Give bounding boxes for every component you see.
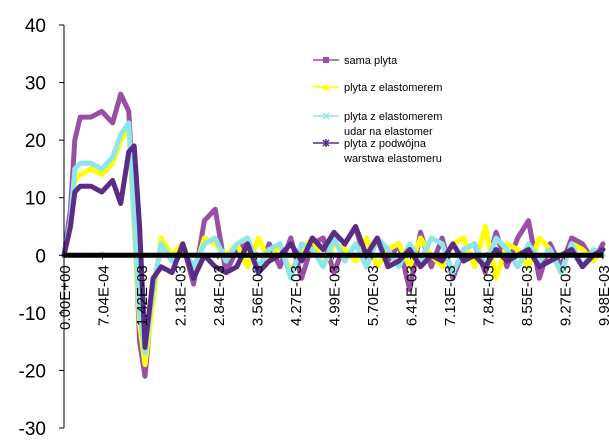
x-tick-label: 1.42E-03 [134,265,151,326]
x-tick-label: 7.04E-04 [96,265,113,326]
x-tick-label: 4.27E-03 [288,265,305,326]
y-tick-label: 30 [25,74,46,95]
x-tick-label: 8.55E-03 [519,265,536,326]
y-tick-label: 10 [25,189,46,210]
legend-label-1: sama plyta [344,55,398,67]
y-tick-label: -30 [19,419,46,440]
y-tick-label: 0 [35,246,46,267]
x-tick-label: 3.56E-03 [250,265,267,326]
legend-marker-2 [322,83,330,90]
x-tick-label: 2.84E-03 [211,265,228,326]
legend-marker-1 [323,57,329,63]
legend-label-3: plyta z elastomerem udar na elastomer [344,111,442,138]
legend-label-4: plyta z podwójna warstwa elastomeru [343,138,442,165]
x-axis: 0.00E+00 7.04E-04 1.42E-03 2.13E-03 2.84E-03… [57,252,609,330]
x-tick-label: 7.84E-03 [481,265,498,326]
y-tick-label: 40 [25,16,46,37]
y-tick-label: -20 [19,361,46,382]
x-tick-label: 6.41E-03 [404,265,421,326]
y-tick-label: 20 [25,131,46,152]
y-tick-label: -10 [19,304,46,325]
legend: sama plyta plyta z elastomerem plyta z ela… [313,55,442,165]
x-tick-label: 5.70E-03 [365,265,382,326]
x-tick-label: 7.13E-03 [442,265,459,326]
x-tick-label: 2.13E-03 [173,265,190,326]
y-axis: 40 30 20 10 0 -10 -20 -30 [19,16,64,440]
legend-label-2: plyta z elastomerem [344,82,442,94]
plot-series-group [61,91,606,379]
series-line-3 [61,120,606,356]
x-tick-label: 4.99E-03 [327,265,344,326]
series-line-4 [61,143,606,350]
x-tick-label: 9.27E-03 [558,265,575,326]
x-tick-label: 9.98E-03 [596,265,609,326]
legend-marker-4 [322,139,330,147]
x-tick-label: 0.00E+00 [57,265,74,330]
legend-marker-3 [322,112,330,120]
